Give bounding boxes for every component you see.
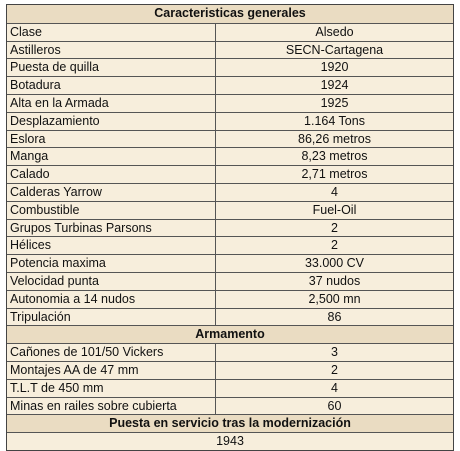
row-value: 4 xyxy=(331,184,338,199)
row-value: 86,26 metros xyxy=(298,131,371,146)
row-label: Calderas Yarrow xyxy=(7,183,216,201)
row-value: 4 xyxy=(331,380,338,395)
table-row: Botadura 1924 xyxy=(7,76,453,94)
table-row: Autonomia a 14 nudos 2,500 mn xyxy=(7,289,453,308)
row-label: Desplazamiento xyxy=(7,112,216,130)
row-value: 2,500 mn xyxy=(308,291,361,306)
row-label: Montajes AA de 47 mm xyxy=(7,361,216,379)
row-value: 60 xyxy=(327,398,342,413)
row-label: Puesta de quilla xyxy=(7,59,216,77)
table-row: Combustible Fuel-Oil xyxy=(7,200,453,219)
table-row: Clase Alsedo xyxy=(7,22,453,41)
row-label: Clase xyxy=(7,23,216,41)
row-value: 2 xyxy=(331,362,338,377)
table-row: Astilleros SECN-Cartagena xyxy=(7,40,453,59)
specs-table: Caracteristicas generales Clase Alsedo A… xyxy=(6,4,454,451)
row-value: 2 xyxy=(331,220,338,235)
row-label: Tripulación xyxy=(7,308,216,326)
table-row: Puesta de quilla 1920 xyxy=(7,58,453,77)
table-row: Manga 8,23 metros xyxy=(7,147,453,166)
row-value: 86 xyxy=(327,309,342,324)
row-label: Calado xyxy=(7,166,216,183)
row-label: Potencia maxima xyxy=(7,255,216,272)
row-value: 33.000 CV xyxy=(304,256,365,271)
row-label: Alta en la Armada xyxy=(7,94,216,112)
table-row: Calado 2,71 metros xyxy=(7,165,453,183)
row-value: 3 xyxy=(331,345,338,360)
row-label: Autonomia a 14 nudos xyxy=(7,290,216,308)
row-value: 1925 xyxy=(320,95,349,110)
table-row: Cañones de 101/50 Vickers 3 xyxy=(7,343,453,361)
row-value: 1.164 Tons xyxy=(304,113,365,128)
row-value: 2 xyxy=(331,238,338,253)
table-row: Minas en railes sobre cubierta 60 xyxy=(7,396,453,415)
row-label: Combustible xyxy=(7,201,216,219)
section-header-modernization: Puesta en servicio tras la modernización xyxy=(7,414,453,433)
row-label: Minas en railes sobre cubierta xyxy=(7,397,216,415)
row-value: 37 nudos xyxy=(308,273,361,288)
row-label: Eslora xyxy=(7,130,216,148)
row-label: Botadura xyxy=(7,77,216,94)
table-row: Desplazamiento 1.164 Tons xyxy=(7,111,453,130)
row-value: SECN-Cartagena xyxy=(285,42,384,57)
row-label: Cañones de 101/50 Vickers xyxy=(7,344,216,361)
row-value: 8,23 metros xyxy=(301,149,368,164)
section-header-armament: Armamento xyxy=(7,325,453,344)
row-value: Alsedo xyxy=(315,24,354,39)
row-value: 2,71 metros xyxy=(301,167,368,182)
table-row: Alta en la Armada 1925 xyxy=(7,93,453,112)
row-value: 1920 xyxy=(320,60,349,75)
row-label: Velocidad punta xyxy=(7,272,216,290)
table-row: T.L.T de 450 mm 4 xyxy=(7,378,453,397)
table-row: Eslora 86,26 metros xyxy=(7,129,453,148)
row-value: Fuel-Oil xyxy=(312,202,357,217)
row-label: T.L.T de 450 mm xyxy=(7,379,216,397)
section-header-general: Caracteristicas generales xyxy=(7,5,453,23)
row-label: Astilleros xyxy=(7,41,216,59)
row-label: Grupos Turbinas Parsons xyxy=(7,219,216,237)
table-row: Hélices 2 xyxy=(7,236,453,255)
table-row: Potencia maxima 33.000 CV xyxy=(7,254,453,272)
row-value: 1924 xyxy=(320,78,349,93)
table-row: Velocidad punta 37 nudos xyxy=(7,271,453,290)
table-row: Grupos Turbinas Parsons 2 xyxy=(7,218,453,237)
row-label: Hélices xyxy=(7,237,216,255)
table-row: Montajes AA de 47 mm 2 xyxy=(7,360,453,379)
row-label: Manga xyxy=(7,148,216,166)
table-row: Calderas Yarrow 4 xyxy=(7,182,453,201)
table-row: Tripulación 86 xyxy=(7,307,453,326)
